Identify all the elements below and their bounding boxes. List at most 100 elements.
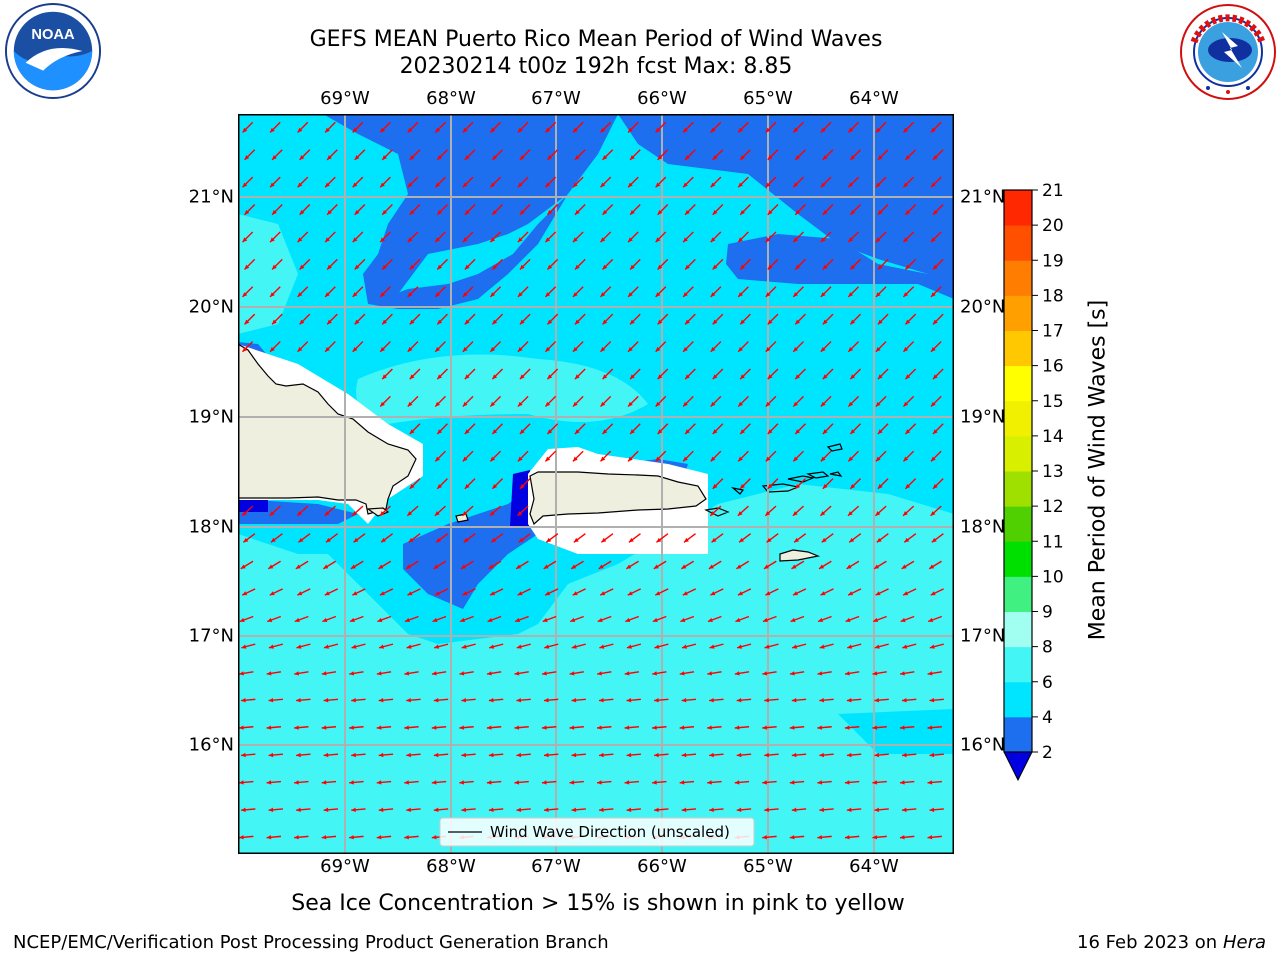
wind-wave-arrowhead (405, 564, 411, 569)
wind-wave-arrowhead (464, 374, 470, 380)
wind-wave-arrowhead (875, 591, 881, 596)
lat-label-left: 16°N (188, 734, 234, 756)
wind-wave-arrowhead (376, 725, 382, 730)
wind-wave-arrowhead (380, 401, 385, 407)
wind-wave-arrowhead (435, 401, 441, 407)
wind-wave-arrowhead (899, 835, 905, 840)
wind-wave-arrowhead (349, 835, 354, 840)
wind-wave-arrowhead (489, 644, 495, 649)
lat-label-left: 21°N (188, 186, 234, 208)
field-4-6-south (838, 709, 954, 754)
wind-wave-arrowhead (795, 155, 801, 160)
wind-wave-arrowhead (791, 752, 797, 758)
map-title: GEFS MEAN Puerto Rico Mean Period of Win… (309, 27, 883, 52)
wind-wave-arrowhead (433, 564, 439, 569)
wind-wave-arrowhead (736, 807, 742, 813)
wind-wave-arrowhead (903, 347, 909, 352)
wind-wave-arrowhead (407, 347, 413, 352)
wind-wave-arrowhead (459, 780, 465, 785)
wind-wave-arrowhead (739, 537, 744, 543)
wind-wave-arrowhead (654, 752, 659, 758)
field-2-4 (323, 114, 954, 304)
lat-label-left: 19°N (188, 406, 234, 428)
wind-wave-arrowhead (905, 209, 911, 215)
wind-wave-arrowhead (762, 617, 768, 622)
wind-wave-arrowhead (765, 401, 771, 407)
wind-wave-arrowhead (764, 698, 769, 703)
lat-label-right: 17°N (960, 625, 1006, 647)
wind-wave-arrowhead (464, 209, 470, 215)
wind-wave-arrowhead (850, 484, 856, 489)
wind-wave-arrowhead (820, 456, 826, 462)
wind-wave-arrowhead (763, 564, 769, 569)
wind-wave-arrowhead (518, 537, 524, 543)
wind-wave-arrowhead (654, 644, 660, 649)
wind-wave-arrowhead (819, 698, 825, 703)
wind-wave-arrowhead (268, 698, 274, 703)
wind-wave-arrowhead (654, 807, 659, 813)
wind-wave-arrowhead (516, 807, 522, 813)
wind-wave-arrowhead (435, 456, 441, 462)
wind-wave-arrowhead (597, 671, 602, 676)
wind-wave-arrowhead (543, 698, 549, 703)
wind-wave-arrowhead (791, 698, 797, 703)
wind-wave-arrowhead (767, 264, 773, 270)
wind-wave-arrowhead (325, 182, 330, 188)
wind-wave-arrowhead (492, 264, 498, 270)
wind-wave-arrowhead (324, 591, 330, 596)
wind-wave-arrowhead (628, 456, 633, 462)
wind-wave-arrowhead (462, 347, 468, 352)
wind-wave-arrowhead (740, 209, 745, 215)
colorbar-tick-label: 4 (1042, 708, 1053, 728)
wind-wave-arrowhead (683, 127, 688, 133)
wind-wave-arrowhead (927, 780, 933, 785)
colorbar-segment (1004, 611, 1032, 648)
wind-wave-arrowhead (850, 429, 856, 434)
wind-wave-arrowhead (378, 564, 384, 569)
wind-wave-arrowhead (492, 429, 498, 434)
wind-wave-arrowhead (241, 807, 246, 813)
colorbar-segment (1004, 190, 1032, 226)
wind-wave-arrowhead (380, 237, 385, 243)
colorbar-tick-label: 9 (1042, 603, 1053, 623)
wind-wave-arrowhead (820, 591, 826, 596)
wind-wave-arrowhead (572, 591, 578, 596)
wind-wave-arrowhead (765, 347, 771, 352)
colorbar-segment (1004, 365, 1032, 402)
wind-wave-arrowhead (872, 725, 878, 730)
wind-wave-arrowhead (547, 429, 553, 434)
wind-wave-arrowhead (602, 155, 608, 160)
wind-wave-arrowhead (299, 209, 305, 215)
lat-label-left: 17°N (188, 625, 234, 647)
wind-wave-arrowhead (407, 127, 413, 133)
wind-wave-arrowhead (932, 374, 938, 380)
wind-wave-arrowhead (762, 725, 767, 730)
wind-wave-arrowhead (266, 671, 272, 676)
wind-wave-arrowhead (516, 752, 522, 758)
wind-wave-arrowhead (542, 671, 547, 676)
wind-wave-arrowhead (628, 127, 633, 133)
wind-wave-arrowhead (903, 182, 909, 188)
colorbar-tick-label: 18 (1042, 286, 1064, 306)
wind-wave-arrowhead (296, 752, 301, 758)
wind-wave-arrowhead (901, 698, 907, 703)
wind-wave-arrowhead (793, 347, 799, 352)
colorbar-segment (1004, 506, 1032, 542)
wind-wave-arrowhead (378, 698, 384, 703)
wind-wave-arrowhead (899, 780, 905, 785)
wind-wave-arrowhead (681, 807, 687, 813)
wind-wave-arrowhead (929, 698, 935, 703)
wind-wave-arrowhead (932, 209, 938, 215)
wind-wave-arrowhead (461, 644, 467, 649)
wind-wave-arrowhead (460, 617, 466, 622)
map-panel[interactable]: Wind Wave Direction (unscaled) (238, 114, 954, 854)
wind-wave-arrowhead (543, 807, 549, 813)
wind-wave-arrowhead (569, 671, 575, 676)
wind-wave-arrowhead (242, 347, 248, 352)
wind-wave-arrowhead (738, 401, 743, 407)
wind-wave-arrowhead (630, 319, 635, 325)
wind-wave-arrowhead (820, 511, 826, 516)
wind-wave-arrowhead (599, 752, 604, 758)
wind-wave-arrowhead (680, 617, 686, 622)
wind-wave-arrowhead (929, 752, 935, 758)
